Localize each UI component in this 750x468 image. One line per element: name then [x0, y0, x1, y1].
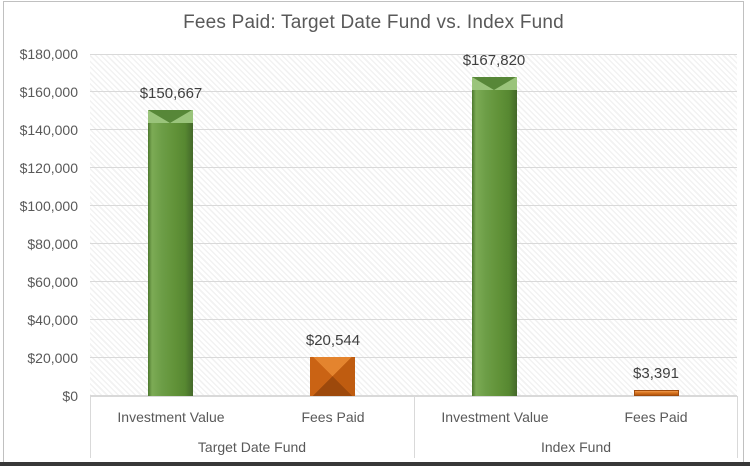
category-label: Fees Paid [301, 409, 365, 425]
y-axis: $0 $20,000 $40,000 $60,000 $80,000 $100,000 $1… [4, 46, 84, 404]
gridline [90, 129, 737, 130]
chart-title: Fees Paid: Target Date Fund vs. Index Fu… [183, 12, 564, 33]
gridline [90, 91, 737, 92]
category-label: Investment Value [117, 409, 225, 425]
y-tick-label: $20,000 [27, 350, 78, 366]
category-label: Fees Paid [624, 409, 688, 425]
gridline [90, 167, 737, 168]
bar-fees-paid-target-date-fund [310, 357, 355, 396]
bar-value-label: $20,544 [305, 332, 361, 349]
y-tick-label: $80,000 [27, 236, 78, 252]
y-tick-label: $180,000 [19, 46, 78, 62]
bar-investment-value-target-date-fund [148, 110, 193, 396]
y-tick-label: $60,000 [27, 274, 78, 290]
axis-line [90, 396, 737, 397]
y-tick-label: $120,000 [19, 160, 78, 176]
gridline [90, 205, 737, 206]
group-label: Index Fund [540, 439, 612, 455]
gridline [90, 395, 737, 396]
y-tick-label: $140,000 [19, 122, 78, 138]
y-tick-label: $160,000 [19, 84, 78, 100]
group-separator [737, 396, 738, 458]
gridline [90, 319, 737, 320]
gridline [90, 54, 737, 55]
bottom-edge [0, 462, 750, 466]
group-separator [90, 396, 91, 458]
bar-value-label: $167,820 [462, 52, 526, 69]
gridline [90, 243, 737, 244]
bar-fees-paid-index-fund [634, 390, 679, 396]
bar-value-label: $3,391 [633, 365, 679, 382]
bar-top-bevel-notch [148, 110, 192, 123]
y-tick-label: $40,000 [27, 312, 78, 328]
group-separator [414, 396, 415, 458]
category-label: Investment Value [441, 409, 549, 425]
bar-top-bevel-notch [472, 77, 516, 90]
y-tick-label: $0 [62, 388, 78, 404]
bar-value-label: $150,667 [139, 85, 203, 102]
bar-investment-value-index-fund [472, 77, 517, 396]
plot-area: $150,667 $20,544 $167,820 $3,391 [90, 52, 737, 396]
group-label: Target Date Fund [197, 439, 307, 455]
gridline [90, 281, 737, 282]
y-tick-label: $100,000 [19, 198, 78, 214]
gridline [90, 357, 737, 358]
chart-area: Fees Paid: Target Date Fund vs. Index Fu… [3, 1, 744, 464]
